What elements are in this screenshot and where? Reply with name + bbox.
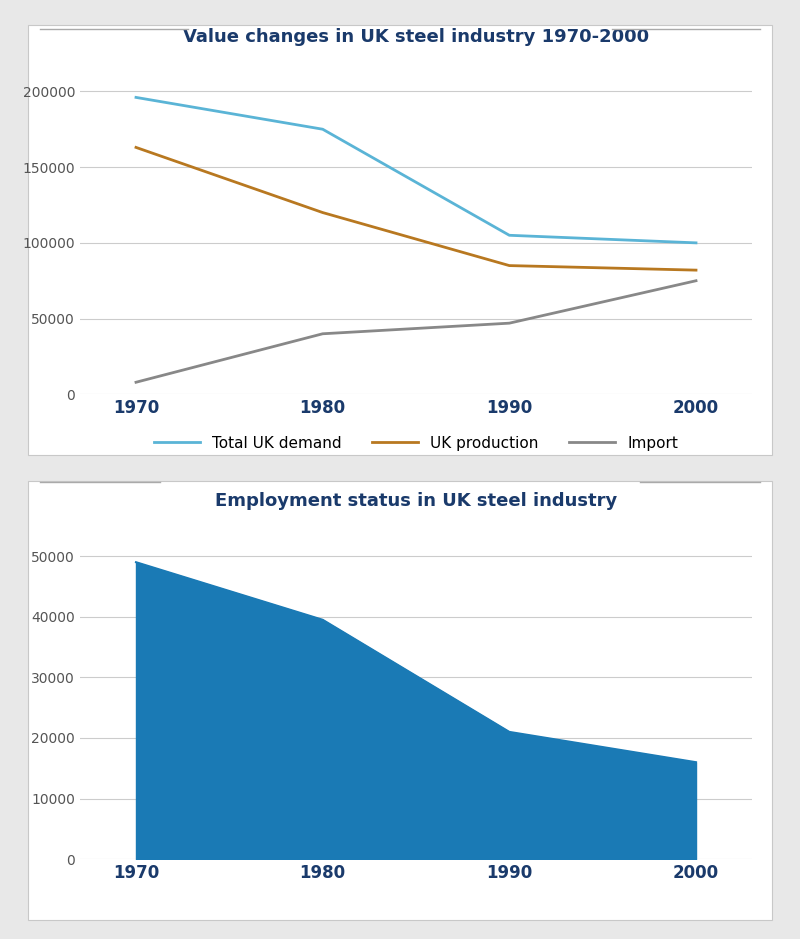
Title: Value changes in UK steel industry 1970-2000: Value changes in UK steel industry 1970-… bbox=[183, 27, 649, 46]
Legend: Total UK demand, UK production, Import: Total UK demand, UK production, Import bbox=[148, 429, 684, 456]
Title: Employment status in UK steel industry: Employment status in UK steel industry bbox=[215, 492, 617, 511]
